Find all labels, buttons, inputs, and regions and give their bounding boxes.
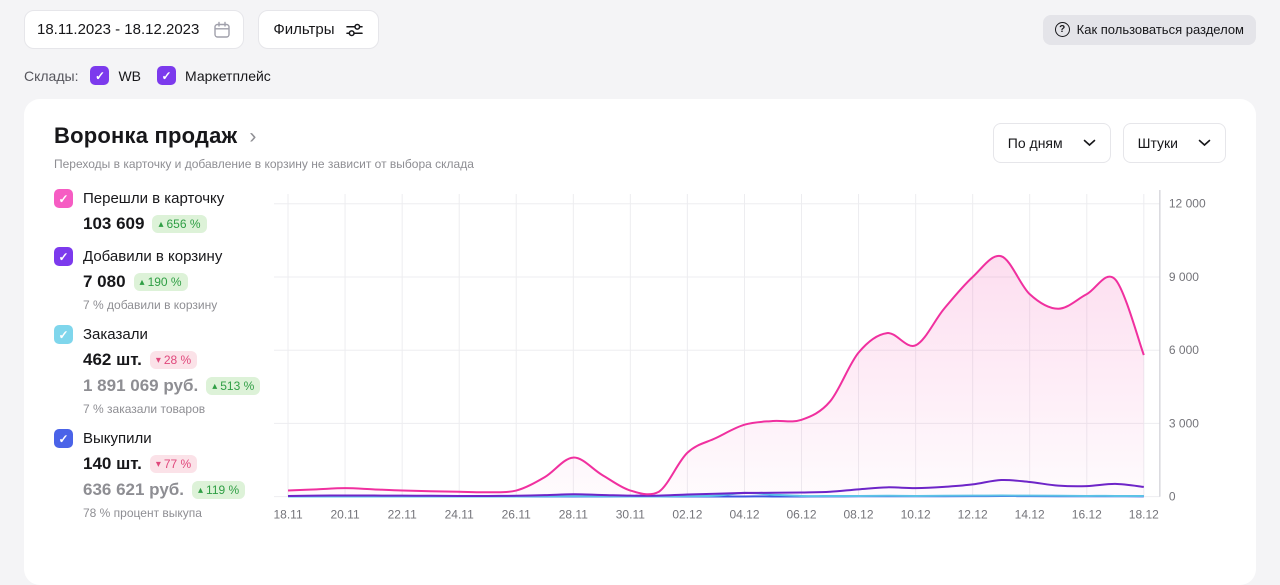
warehouse-option-wb[interactable]: ✓ WB (90, 66, 141, 85)
svg-text:10.12: 10.12 (901, 508, 931, 522)
metric-cart-note: 7 % добавили в корзину (83, 298, 218, 312)
chevron-down-icon (1083, 139, 1095, 147)
metric-buyout-rub: 636 621 руб. (83, 480, 185, 499)
metric-buyout-qty: 140 шт. (83, 454, 142, 473)
checkbox-buyout[interactable]: ✓ (54, 429, 73, 448)
date-range-value: 18.11.2023 - 18.12.2023 (37, 21, 200, 38)
metric-buyout-label: Выкупили (83, 430, 152, 447)
svg-text:20.11: 20.11 (330, 508, 359, 522)
toolbar: 18.11.2023 - 18.12.2023 Фильтры ? Как по… (0, 0, 1280, 49)
metric-buyout: ✓ Выкупили 140 шт. 77 % 636 621 руб. 119… (54, 429, 266, 520)
help-label: Как пользоваться разделом (1076, 22, 1244, 37)
chevron-down-icon (1198, 139, 1211, 147)
period-select[interactable]: По дням (992, 123, 1111, 163)
metric-orders-qty: 462 шт. (83, 350, 142, 369)
svg-text:30.11: 30.11 (616, 508, 645, 522)
svg-text:04.12: 04.12 (729, 508, 759, 522)
metric-cart-label: Добавили в корзину (83, 248, 223, 265)
filters-button[interactable]: Фильтры (258, 10, 379, 49)
svg-text:08.12: 08.12 (843, 508, 873, 522)
svg-text:14.12: 14.12 (1015, 508, 1045, 522)
title-block: Воронка продаж › Переходы в карточку и д… (54, 123, 474, 171)
svg-text:06.12: 06.12 (786, 508, 816, 522)
chevron-right-icon[interactable]: › (249, 124, 257, 148)
checkbox-cart[interactable]: ✓ (54, 247, 73, 266)
checkbox-wb[interactable]: ✓ (90, 66, 110, 85)
svg-text:02.12: 02.12 (672, 508, 702, 522)
chart-controls: По дням Штуки (992, 123, 1226, 163)
warehouse-option-marketplace[interactable]: ✓ Маркетплейс (157, 66, 271, 85)
checkbox-visits[interactable]: ✓ (54, 189, 73, 208)
metric-orders-qty-badge: 28 % (149, 351, 198, 369)
help-button[interactable]: ? Как пользоваться разделом (1042, 14, 1256, 45)
period-select-value: По дням (1007, 135, 1063, 151)
svg-text:16.12: 16.12 (1072, 508, 1102, 522)
sales-funnel-chart: 0 3 000 6 000 9 000 12 000 18.11 20.11 22.11 24.… (274, 190, 1206, 522)
metric-buyout-note: 78 % процент выкупа (83, 506, 202, 520)
svg-text:3 000: 3 000 (1169, 416, 1199, 430)
metric-orders: ✓ Заказали 462 шт. 28 % 1 891 069 руб. 5… (54, 325, 266, 416)
metric-cart-badge: 190 % (133, 273, 188, 291)
units-select-value: Штуки (1137, 135, 1178, 151)
metric-visits-badge: 656 % (152, 215, 207, 233)
metric-cart-value: 7 080 (83, 272, 126, 291)
metric-orders-rub: 1 891 069 руб. (83, 376, 199, 395)
metric-buyout-toggle[interactable]: ✓ Выкупили (54, 429, 266, 448)
metric-buyout-qty-badge: 77 % (149, 455, 198, 473)
warehouses-label: Склады: (24, 67, 79, 84)
units-select[interactable]: Штуки (1122, 123, 1226, 163)
filters-label: Фильтры (273, 21, 335, 38)
card-body: ✓ Перешли в карточку 103 609 656 % ✓ Доб… (54, 186, 1226, 533)
checkbox-marketplace[interactable]: ✓ (157, 66, 177, 85)
svg-text:12.12: 12.12 (958, 508, 988, 522)
metric-visits-toggle[interactable]: ✓ Перешли в карточку (54, 189, 266, 208)
svg-text:18.12: 18.12 (1129, 508, 1159, 522)
chart-area: 0 3 000 6 000 9 000 12 000 18.11 20.11 22.11 24.… (274, 186, 1226, 533)
metrics-legend: ✓ Перешли в карточку 103 609 656 % ✓ Доб… (54, 186, 266, 533)
metric-orders-toggle[interactable]: ✓ Заказали (54, 325, 266, 344)
svg-text:22.11: 22.11 (388, 508, 417, 522)
metric-orders-rub-badge: 513 % (206, 377, 261, 395)
question-icon: ? (1054, 22, 1070, 37)
card-header: Воронка продаж › Переходы в карточку и д… (54, 123, 1226, 171)
page-title: Воронка продаж (54, 123, 238, 148)
metric-visits: ✓ Перешли в карточку 103 609 656 % (54, 189, 266, 234)
metric-orders-label: Заказали (83, 326, 148, 343)
checkbox-orders[interactable]: ✓ (54, 325, 73, 344)
metric-orders-note: 7 % заказали товаров (83, 402, 206, 416)
svg-text:28.11: 28.11 (559, 508, 588, 522)
warehouse-wb-label: WB (118, 67, 142, 84)
card-subtitle: Переходы в карточку и добавление в корзи… (54, 157, 474, 171)
svg-text:18.11: 18.11 (274, 508, 303, 522)
svg-text:6 000: 6 000 (1169, 343, 1199, 357)
svg-text:9 000: 9 000 (1169, 270, 1199, 284)
metric-visits-value: 103 609 (83, 214, 145, 233)
metric-cart: ✓ Добавили в корзину 7 080 190 % 7 % доб… (54, 247, 266, 312)
svg-text:24.11: 24.11 (445, 508, 474, 522)
sales-funnel-card: Воронка продаж › Переходы в карточку и д… (24, 99, 1256, 585)
metric-buyout-rub-badge: 119 % (192, 481, 246, 499)
svg-text:12 000: 12 000 (1169, 197, 1206, 211)
calendar-icon (214, 21, 231, 38)
svg-text:0: 0 (1169, 490, 1176, 504)
date-range-input[interactable]: 18.11.2023 - 18.12.2023 (24, 10, 245, 49)
warehouses-filter: Склады: ✓ WB ✓ Маркетплейс (0, 49, 1280, 99)
svg-text:26.11: 26.11 (502, 508, 531, 522)
sliders-icon (345, 23, 363, 36)
metric-cart-toggle[interactable]: ✓ Добавили в корзину (54, 247, 266, 266)
metric-visits-label: Перешли в карточку (83, 190, 225, 207)
warehouse-marketplace-label: Маркетплейс (185, 67, 271, 84)
